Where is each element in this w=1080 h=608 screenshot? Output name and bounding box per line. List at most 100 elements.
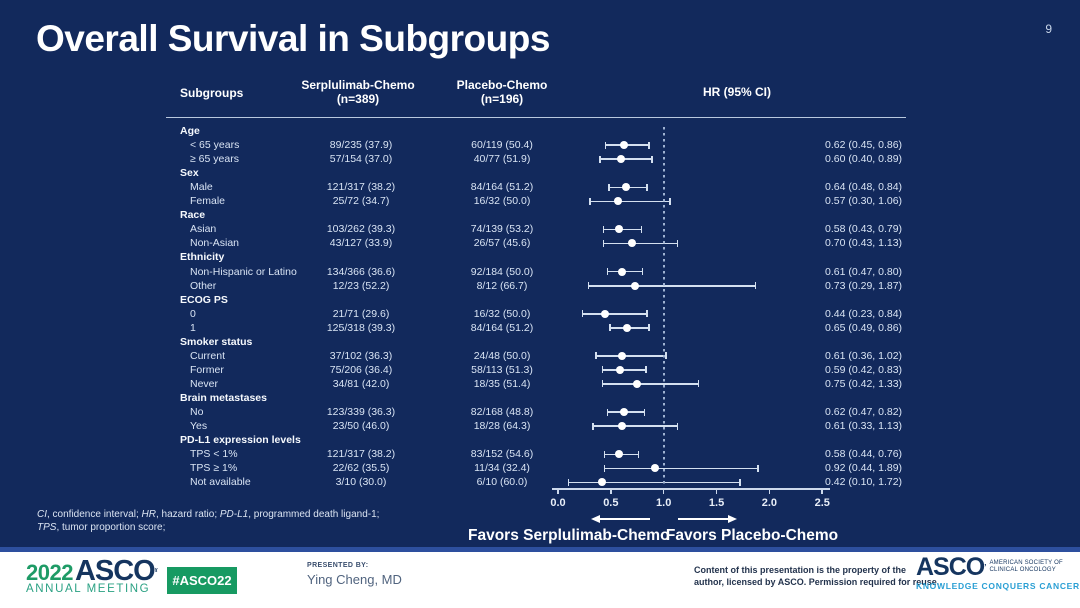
hr-point-marker	[614, 197, 623, 206]
ci-line	[603, 242, 678, 245]
favors-right-arrow-icon	[678, 514, 737, 523]
ci-cap-left	[567, 478, 570, 486]
subgroup-label: Current	[190, 349, 226, 362]
ci-cap-right	[645, 310, 648, 318]
ci-cap-left	[581, 310, 584, 318]
table-row: Current 37/102 (36.3) 24/48 (50.0) 0.61 (0.…	[166, 349, 1080, 363]
subgroup-label: Not available	[190, 476, 251, 489]
copyright-line-1: Content of this presentation is the prop…	[694, 565, 907, 575]
column-header-serplulimab-name: Serplulimab-Chemo	[301, 78, 415, 92]
logo-asco-word: ASCOˠ	[74, 555, 158, 587]
ci-cap-right	[648, 141, 650, 149]
table-row: No 123/339 (36.3) 82/168 (48.8) 0.62 (0.47,…	[166, 405, 1080, 419]
serplulimab-value: 75/206 (36.4)	[329, 363, 393, 376]
footnote-segment: PD-L1	[219, 509, 249, 520]
hr-ci-value: 0.92 (0.44, 1.89)	[825, 462, 903, 475]
column-header-subgroups: Subgroups	[180, 86, 244, 100]
placebo-value: 24/48 (50.0)	[473, 349, 531, 362]
placebo-value: 92/184 (50.0)	[470, 265, 534, 278]
hr-ci-value: 0.62 (0.45, 0.86)	[825, 139, 903, 152]
serplulimab-value: 23/50 (46.0)	[332, 420, 390, 433]
ci-cap-right	[676, 422, 679, 430]
subgroup-label: Ethnicity	[180, 251, 225, 264]
hr-point-marker	[616, 365, 625, 374]
hr-point-marker	[627, 239, 636, 248]
ci-cap-right	[651, 155, 653, 163]
footer: 2022 ASCOˠ ANNUAL MEETING #ASCO22 PRESEN…	[0, 552, 1080, 608]
ci-cap-left	[601, 366, 604, 374]
asco-logo: ASCO’ AMERICAN SOCIETY OF CLINICAL ONCOL…	[916, 553, 1080, 592]
subgroup-label: TPS ≥ 1%	[190, 462, 238, 475]
ci-cap-right	[756, 464, 759, 472]
serplulimab-value: 22/62 (35.5)	[332, 462, 390, 475]
hr-point-marker	[615, 450, 624, 459]
footnote-segment: CI	[37, 509, 47, 520]
table-row: TPS ≥ 1% 22/62 (35.5) 11/34 (32.4) 0.92 (0.…	[166, 461, 1080, 475]
serplulimab-value: 125/318 (39.3)	[326, 321, 396, 334]
ci-line	[589, 200, 671, 203]
x-axis-tick-label: 0.0	[550, 497, 566, 509]
favors-right-label: Favors Placebo-Chemo	[665, 527, 839, 544]
hr-point-marker	[618, 351, 627, 360]
x-axis-tick	[557, 488, 559, 494]
footnote-line-2: TPS, tumor proportion score;	[37, 522, 379, 535]
serplulimab-value: 89/235 (37.9)	[329, 139, 393, 152]
subgroup-label: Male	[190, 181, 213, 194]
hr-point-marker	[618, 267, 627, 276]
ci-cap-right	[739, 478, 741, 486]
footnote-segment: HR	[141, 509, 156, 520]
ci-line	[604, 467, 758, 470]
hr-point-marker	[621, 183, 630, 192]
logo-annual-meeting: ANNUAL MEETING	[26, 583, 151, 595]
ci-cap-left	[592, 422, 594, 430]
ci-cap-right	[645, 183, 648, 191]
ci-cap-left	[603, 464, 606, 472]
hr-ci-value: 0.73 (0.29, 1.87)	[825, 279, 903, 292]
ci-line	[592, 425, 678, 428]
placebo-value: 58/113 (51.3)	[471, 363, 533, 376]
hr-ci-value: 0.59 (0.42, 0.83)	[825, 363, 903, 376]
subgroup-label: ECOG PS	[180, 293, 228, 306]
placebo-value: 40/77 (51.9)	[473, 153, 531, 166]
hr-point-marker	[633, 379, 642, 388]
placebo-value: 11/34 (32.4)	[474, 462, 530, 475]
table-group-row: Ethnicity	[166, 250, 1080, 264]
table-row: 1 125/318 (39.3) 84/164 (51.2) 0.65 (0.49, …	[166, 321, 1080, 335]
page-number: 9	[1045, 22, 1052, 36]
table-group-row: Race	[166, 208, 1080, 222]
copyright-notice: Content of this presentation is the prop…	[694, 565, 939, 588]
hr-point-marker	[598, 478, 607, 487]
serplulimab-value: 3/10 (30.0)	[335, 476, 387, 489]
hr-point-marker	[619, 408, 628, 416]
logo-year: 2022	[26, 560, 73, 585]
x-axis-tick-label: 0.5	[603, 497, 619, 509]
serplulimab-value: 25/72 (34.7)	[332, 195, 390, 208]
ci-cap-left	[588, 197, 591, 205]
table-row: 0 21/71 (29.6) 16/32 (50.0) 0.44 (0.23, 0.8…	[166, 307, 1080, 321]
footnote-segment: , programmed death ligand-1;	[248, 509, 380, 520]
asco-logo-word: ASCO’	[916, 553, 987, 581]
ci-cap-left	[608, 324, 611, 332]
column-header-placebo-n: (n=196)	[480, 91, 524, 106]
footnote-segment: , hazard ratio;	[155, 509, 220, 520]
hr-ci-value: 0.61 (0.47, 0.80)	[825, 265, 903, 278]
favors-left-label: Favors Serplulimab-Chemo	[468, 527, 670, 544]
hr-point-marker	[631, 281, 640, 290]
ci-cap-left	[599, 155, 602, 163]
serplulimab-value: 12/23 (52.2)	[332, 279, 390, 292]
serplulimab-value: 57/154 (37.0)	[329, 153, 393, 166]
placebo-value: 83/152 (54.6)	[470, 448, 534, 461]
serplulimab-value: 123/339 (36.3)	[326, 406, 396, 418]
hr-point-marker	[618, 422, 627, 431]
hr-point-marker	[615, 225, 624, 234]
table-row: Non-Asian 43/127 (33.9) 26/57 (45.6) 0.70 (…	[166, 236, 1080, 250]
hr-ci-value: 0.60 (0.40, 0.89)	[825, 153, 903, 166]
footnote-segment: , confidence interval;	[47, 509, 142, 520]
ci-line	[568, 481, 740, 484]
table-row: Non-Hispanic or Latino 134/366 (36.6) 92/1…	[166, 265, 1080, 279]
serplulimab-value: 21/71 (29.6)	[332, 307, 390, 320]
ci-cap-left	[602, 239, 605, 247]
table-group-row: ECOG PS	[166, 293, 1080, 307]
ci-line	[588, 284, 756, 287]
